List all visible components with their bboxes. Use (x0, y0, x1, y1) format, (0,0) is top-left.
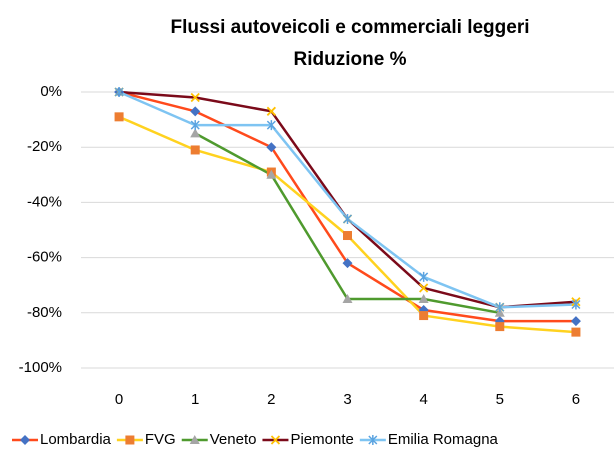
marker (343, 231, 352, 241)
marker (189, 435, 200, 444)
chart-subtitle: Riduzione % (294, 49, 407, 70)
x-tick-label: 1 (191, 391, 199, 408)
x-tick-label: 5 (496, 391, 504, 408)
marker (495, 322, 505, 332)
y-tick-label: -40% (27, 193, 62, 210)
x-tick-label: 2 (267, 391, 275, 408)
marker (190, 128, 201, 138)
marker (125, 435, 135, 445)
marker (114, 112, 124, 122)
legend-label: FVG (145, 431, 176, 448)
marker (114, 87, 124, 97)
marker (20, 435, 30, 445)
marker (190, 106, 201, 117)
marker (419, 283, 429, 293)
marker (571, 327, 581, 337)
marker (190, 92, 200, 103)
marker (266, 120, 276, 131)
marker (266, 106, 276, 116)
marker (266, 169, 277, 179)
legend-label: Lombardia (40, 431, 112, 448)
marker (270, 435, 281, 445)
marker (418, 294, 429, 303)
legend-label: Veneto (210, 431, 257, 448)
chart-title: Flussi autoveicoli e commerciali leggeri (170, 17, 529, 38)
x-tick-label: 3 (343, 391, 351, 408)
marker (494, 307, 505, 317)
x-tick-label: 0 (115, 391, 123, 408)
y-tick-label: 0% (40, 83, 62, 100)
legend-label: Piemonte (290, 431, 353, 448)
x-tick-label: 4 (419, 391, 427, 408)
legend-label: Emilia Romagna (388, 431, 499, 448)
y-tick-label: -20% (27, 138, 62, 155)
marker (190, 145, 200, 155)
marker (342, 258, 353, 269)
marker (571, 299, 581, 310)
y-tick-label: -80% (27, 304, 62, 321)
y-tick-label: -60% (27, 249, 62, 266)
marker (570, 316, 581, 327)
marker (495, 302, 505, 313)
marker (368, 435, 378, 445)
y-tick-label: -100% (19, 359, 62, 376)
marker (419, 271, 429, 282)
marker (419, 311, 429, 321)
marker (190, 120, 200, 131)
x-tick-label: 6 (572, 391, 580, 408)
marker (342, 213, 353, 224)
marker (342, 294, 353, 303)
marker (266, 142, 277, 153)
